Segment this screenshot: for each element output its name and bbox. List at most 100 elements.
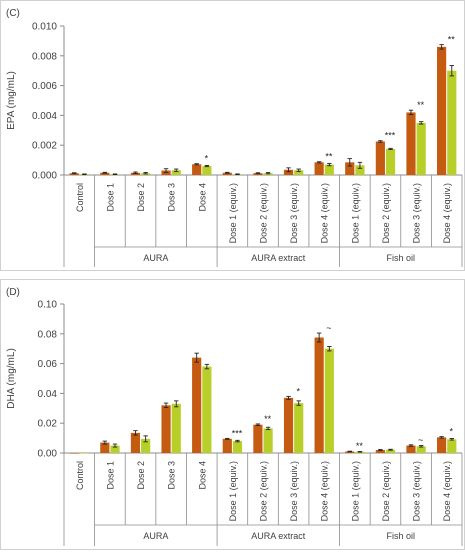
bar-series-1 [253, 424, 263, 453]
panel-label: (D) [6, 287, 20, 298]
bar-series-2 [294, 170, 304, 175]
bar-series-1 [161, 405, 171, 453]
bar-series-2 [202, 166, 212, 175]
bar-series-1 [314, 337, 324, 453]
chart-panel-c: (C) 0.000 0.002 0.004 0.006 0.008 0.010 EPA (mg… [6, 8, 463, 267]
bar-series-1 [437, 437, 447, 453]
x-tick-label: Dose 3 (equiv.) [289, 461, 299, 521]
x-tick-label: Dose 1 (equiv.) [228, 183, 238, 243]
x-tick-label: Dose 3 (equiv.) [412, 183, 422, 243]
x-tick-label: Dose 3 (equiv.) [412, 461, 422, 521]
significance-label: *** [232, 428, 243, 438]
bar-series-2 [324, 164, 334, 175]
significance-label: ** [448, 35, 456, 45]
x-tick-label: Dose 4 (equiv.) [320, 461, 330, 521]
bar-series-2 [355, 165, 365, 175]
group-label: AURA [143, 253, 168, 263]
bar-series-1 [345, 162, 355, 175]
significance-label: ~ [326, 323, 331, 333]
bar-series-1 [375, 450, 385, 453]
bar-series-1 [375, 141, 385, 175]
significance-label: * [296, 386, 300, 396]
bar-series-1 [314, 162, 324, 175]
bar-series-2 [385, 449, 396, 453]
bar-series-2 [232, 441, 243, 453]
y-tick-label: 0.04 [38, 389, 58, 400]
x-tick-label: Dose 3 [167, 183, 177, 212]
bar-series-2 [110, 445, 120, 453]
bar-series-1 [192, 357, 202, 453]
bar-series-2 [385, 148, 396, 175]
bar-series-1 [130, 432, 141, 453]
x-tick-label: Dose 4 [197, 461, 207, 490]
bar-series-2 [416, 122, 426, 175]
significance-label: ~ [418, 435, 423, 445]
bar-series-1 [283, 169, 294, 175]
x-tick-label: Dose 4 (equiv.) [320, 183, 330, 243]
x-tick-label: Dose 1 [105, 183, 115, 212]
x-tick-label: Dose 1 (equiv.) [350, 461, 360, 521]
x-tick-label: Dose 3 (equiv.) [289, 183, 299, 243]
bar-series-1 [69, 453, 79, 454]
y-tick-label: 0.010 [32, 22, 57, 33]
bar-series-1 [406, 445, 416, 453]
group-label: AURA extract [251, 253, 306, 263]
x-tick-label: Dose 1 [105, 461, 115, 490]
x-tick-label: Dose 4 [197, 183, 207, 212]
bar-series-1 [222, 172, 232, 175]
y-tick-label: 0.00 [38, 449, 58, 460]
x-tick-label: Dose 2 (equiv.) [259, 461, 269, 521]
bar-series-2 [294, 403, 304, 453]
bar-series-2 [202, 366, 212, 453]
bar-series-2 [447, 439, 457, 453]
bar-series-2 [79, 453, 89, 454]
chart-panel-d: (D) 0.00 0.02 0.04 0.06 0.08 0.10 DHA (mg/mL) Co… [6, 287, 463, 546]
x-tick-label: Control [75, 183, 85, 212]
bar-series-2 [447, 70, 457, 175]
y-tick-label: 0.006 [32, 81, 57, 92]
significance-label: ** [417, 100, 425, 110]
y-tick-label: 0.02 [38, 419, 58, 430]
x-tick-label: Control [75, 461, 85, 490]
bar-series-2 [171, 403, 181, 453]
significance-label: * [450, 427, 454, 437]
bar-series-2 [263, 428, 273, 453]
group-label: Fish oil [387, 531, 416, 541]
y-tick-label: 0.004 [32, 111, 57, 122]
panel-c-frame [0, 0, 465, 271]
bar-series-1 [100, 172, 110, 175]
x-tick-label: Dose 2 [136, 183, 146, 212]
bar-series-1 [406, 112, 416, 175]
x-tick-label: Dose 2 (equiv.) [259, 183, 269, 243]
y-tick-label: 0.10 [38, 300, 58, 311]
bar-series-2 [416, 446, 426, 453]
bar-series-2 [324, 348, 334, 453]
x-tick-label: Dose 1 (equiv.) [350, 183, 360, 243]
x-tick-label: Dose 4 (equiv.) [442, 183, 452, 243]
x-tick-label: Dose 2 (equiv.) [381, 461, 391, 521]
bar-series-2 [171, 170, 181, 175]
bar-series-1 [283, 397, 294, 453]
y-axis-title: DHA (mg/mL) [6, 348, 17, 409]
bar-series-1 [437, 46, 447, 175]
y-tick-label: 0.06 [38, 359, 58, 370]
x-tick-label: Dose 4 (equiv.) [442, 461, 452, 521]
bar-series-1 [192, 164, 202, 175]
group-label: AURA extract [251, 531, 306, 541]
x-tick-label: Dose 2 [136, 461, 146, 490]
significance-label: ** [264, 414, 272, 424]
y-tick-label: 0.000 [32, 171, 57, 182]
bar-series-1 [100, 442, 110, 453]
y-tick-label: 0.008 [32, 51, 57, 62]
significance-label: ** [325, 152, 333, 162]
y-tick-label: 0.002 [32, 141, 57, 152]
group-label: Fish oil [387, 253, 416, 263]
bar-series-2 [141, 438, 151, 453]
panel-d-frame [0, 279, 465, 550]
group-label: AURA [143, 531, 168, 541]
x-tick-label: Dose 3 [167, 461, 177, 490]
y-axis-title: EPA (mg/mL) [6, 71, 17, 130]
x-tick-label: Dose 2 (equiv.) [381, 183, 391, 243]
